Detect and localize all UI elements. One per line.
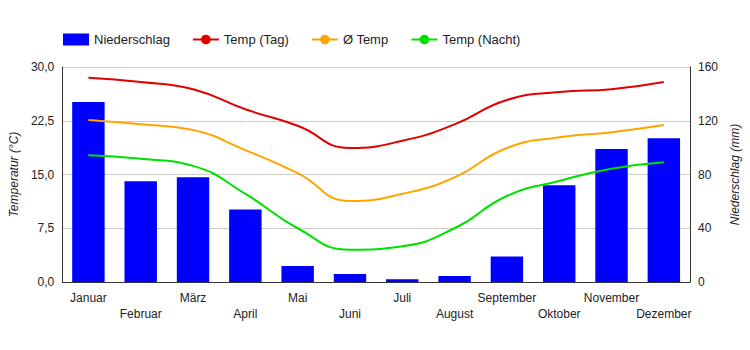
svg-text:22,5: 22,5	[31, 114, 55, 128]
svg-text:Temp (Nacht): Temp (Nacht)	[442, 32, 520, 47]
svg-text:Ø Temp: Ø Temp	[343, 32, 388, 47]
svg-text:Niederschlag (mm): Niederschlag (mm)	[728, 124, 742, 225]
svg-text:März: März	[180, 291, 207, 305]
svg-text:15,0: 15,0	[31, 168, 55, 182]
svg-text:Juli: Juli	[393, 291, 411, 305]
svg-text:40: 40	[698, 221, 712, 235]
svg-text:Dezember: Dezember	[636, 307, 691, 321]
svg-text:7,5: 7,5	[38, 221, 55, 235]
svg-text:August: August	[436, 307, 474, 321]
svg-text:Mai: Mai	[288, 291, 307, 305]
svg-text:Februar: Februar	[120, 307, 162, 321]
svg-text:0: 0	[698, 275, 705, 289]
svg-text:Temperatur (°C): Temperatur (°C)	[7, 132, 21, 218]
svg-text:November: November	[584, 291, 639, 305]
svg-text:Oktober: Oktober	[538, 307, 581, 321]
svg-text:80: 80	[698, 168, 712, 182]
svg-text:September: September	[478, 291, 537, 305]
svg-text:Januar: Januar	[70, 291, 107, 305]
svg-text:30,0: 30,0	[31, 60, 55, 74]
svg-text:Niederschlag: Niederschlag	[94, 32, 170, 47]
svg-text:April: April	[233, 307, 257, 321]
svg-text:Juni: Juni	[339, 307, 361, 321]
svg-text:Temp (Tag): Temp (Tag)	[224, 32, 289, 47]
svg-text:0,0: 0,0	[38, 275, 55, 289]
svg-text:120: 120	[698, 114, 718, 128]
svg-text:160: 160	[698, 60, 718, 74]
